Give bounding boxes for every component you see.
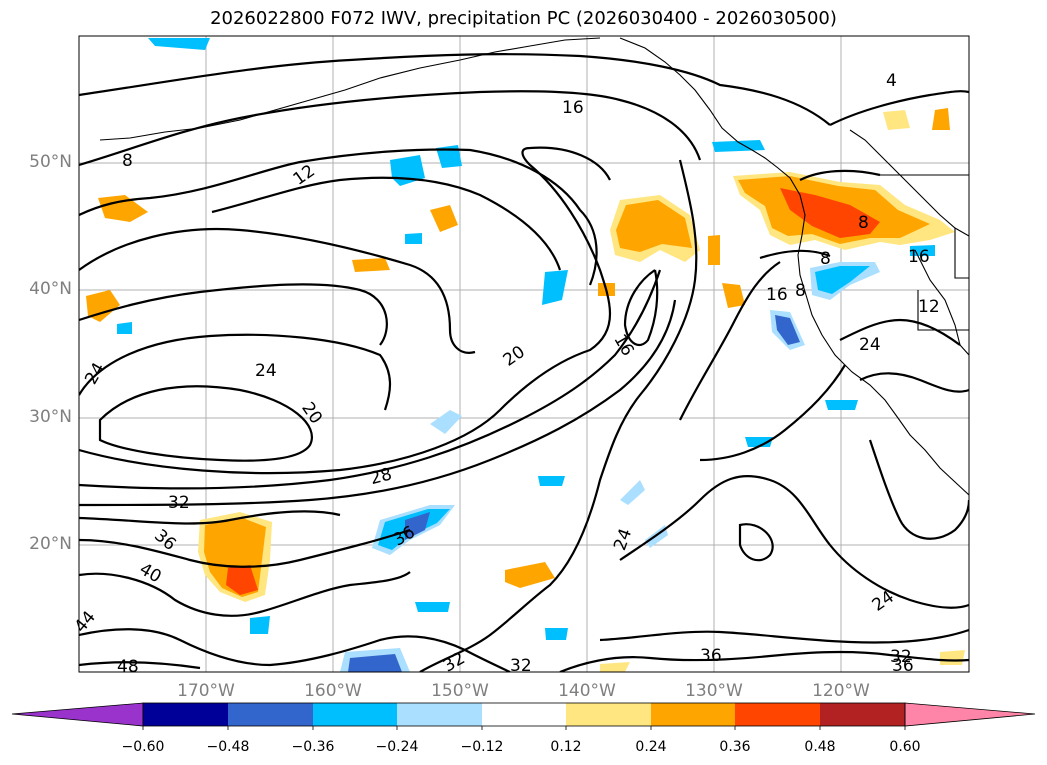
- colorbar-frame: [142, 702, 906, 727]
- colorbar-tick-label: −0.12: [460, 739, 504, 755]
- contour-label: 24: [81, 359, 109, 388]
- contour-label: 32: [168, 493, 190, 513]
- contour-label: 4: [886, 71, 897, 91]
- precip-negative-patch: [390, 155, 425, 186]
- colorbar-tick-label: 0.48: [804, 739, 836, 755]
- colorbar-swatch: [143, 703, 228, 726]
- lat-label: 40°N: [29, 279, 72, 299]
- contour-label: 40: [136, 559, 165, 587]
- colorbar-swatch: [820, 703, 905, 726]
- colorbar-swatch: [735, 703, 820, 726]
- contour-label: 8: [795, 281, 806, 301]
- precip-positive-patch: [226, 565, 258, 595]
- precip-positive-patch: [600, 662, 630, 672]
- colorbar-swatch: [228, 703, 313, 726]
- colorbar-tick-label: −0.24: [375, 739, 419, 755]
- precip-negative-patch: [415, 602, 450, 612]
- precip-negative-patch: [250, 616, 270, 634]
- contour-label: 12: [918, 297, 940, 317]
- precip-positive-patch: [86, 290, 120, 322]
- precip-negative-patch: [712, 140, 765, 152]
- colorbar-tick-label: 0.60: [889, 739, 921, 755]
- precip-negative-patch: [775, 315, 800, 345]
- precip-positive-patch: [352, 258, 390, 272]
- precip-positive-patch: [616, 200, 692, 252]
- precip-positive-patch: [98, 195, 148, 222]
- contour-label: 16: [908, 247, 930, 267]
- coastlines: [99, 37, 969, 496]
- contour-label: 32: [510, 656, 532, 676]
- colorbar-swatch: [566, 703, 651, 726]
- contour-label: 48: [117, 657, 139, 677]
- precip-positive-patch: [722, 283, 745, 308]
- lat-label: 20°N: [29, 534, 72, 554]
- lon-label: 130°W: [685, 681, 743, 701]
- figure-title: 2026022800 F072 IWV, precipitation PC (2…: [210, 8, 837, 29]
- iwv-contours: [79, 53, 969, 672]
- lat-label: 30°N: [29, 407, 72, 427]
- precip-negative-patch: [148, 38, 210, 50]
- precip-negative-patch: [436, 145, 462, 168]
- contour-label: 36: [700, 646, 722, 666]
- contour-labels: 4 8 12 16 16 16 20 20 24 24 24 24 28 32 …: [71, 71, 940, 677]
- contour-label: 20: [500, 342, 529, 371]
- colorbar-tick-label: −0.36: [291, 739, 335, 755]
- colorbar-tick-label: 0.12: [550, 739, 582, 755]
- precip-positive-patch: [505, 562, 555, 588]
- contour-label: 8: [820, 249, 831, 269]
- map-frame: [78, 35, 970, 673]
- colorbar-tick-label: −0.60: [121, 739, 165, 755]
- precip-negative-patch: [405, 512, 430, 540]
- precip-negative-patch: [117, 322, 132, 334]
- precip-negative-patch: [545, 628, 568, 640]
- colorbar-tick-label: 0.36: [719, 739, 751, 755]
- precip-shading: [86, 38, 965, 672]
- precip-negative-patch: [405, 233, 422, 244]
- colorbar-swatch: [651, 703, 735, 726]
- lat-label: 50°N: [29, 152, 72, 172]
- precip-negative-patch: [620, 480, 645, 505]
- precip-positive-patch: [940, 650, 965, 665]
- contour-label: 24: [869, 587, 898, 616]
- colorbar-swatch: [397, 703, 482, 726]
- precip-negative-patch: [745, 437, 773, 447]
- precip-negative-patch: [348, 654, 402, 672]
- precip-negative-patch: [815, 266, 870, 294]
- contour-label: 32: [890, 647, 912, 667]
- contour-label: 24: [859, 335, 881, 355]
- colorbar-swatch: [482, 703, 566, 726]
- lon-label: 120°W: [812, 681, 870, 701]
- precip-positive-patch: [708, 235, 720, 265]
- contour-label: 36: [892, 656, 914, 676]
- lon-label: 170°W: [177, 681, 235, 701]
- precip-positive-patch: [430, 205, 458, 232]
- colorbar-extend-high: [904, 702, 1036, 727]
- precip-negative-patch: [538, 476, 565, 486]
- colorbar: [11, 702, 1036, 730]
- colorbar-swatch: [313, 703, 397, 726]
- contour-label: 16: [766, 285, 788, 305]
- precip-positive-patch: [932, 108, 950, 130]
- precip-positive-patch: [883, 110, 910, 130]
- precip-positive-patch: [780, 188, 880, 238]
- contour-label: 24: [255, 361, 277, 381]
- contour-label: 16: [562, 98, 584, 118]
- precip-negative-patch: [430, 410, 462, 434]
- colorbar-extend-low: [11, 702, 144, 727]
- contour-label: 8: [122, 151, 133, 171]
- lon-label: 160°W: [304, 681, 362, 701]
- contour-label: 20: [297, 399, 326, 428]
- lon-label: 140°W: [558, 681, 616, 701]
- lon-label: 150°W: [431, 681, 489, 701]
- colorbar-tick-label: 0.24: [635, 739, 667, 755]
- precip-negative-patch: [542, 270, 568, 305]
- contour-label: 24: [610, 526, 636, 553]
- precip-negative-patch: [825, 400, 858, 410]
- colorbar-tick-label: −0.48: [206, 739, 250, 755]
- contour-label: 8: [858, 213, 869, 233]
